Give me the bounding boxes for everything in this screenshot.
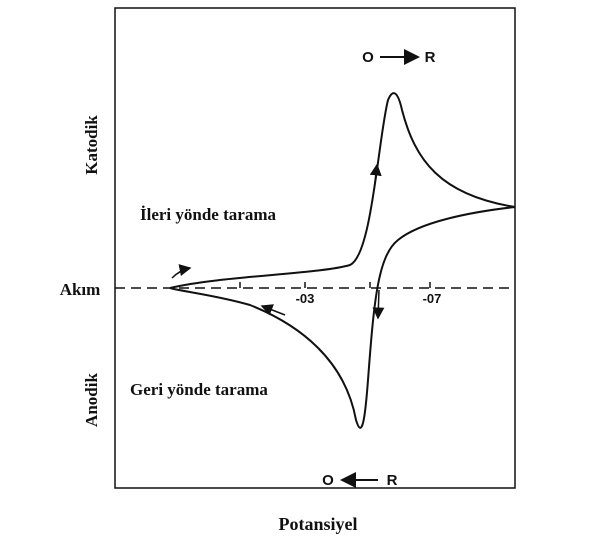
reverse-arrow [260,304,286,316]
reaction-to: R [387,472,398,489]
reverse-label: Geri yönde tarama [130,380,268,399]
x-tick-label: -03 [296,291,315,306]
voltammogram-curve [169,92,516,429]
bottom-label: Anodik [82,373,101,427]
top-label: Katodik [82,115,101,175]
down-arrow [372,289,385,320]
ticks [239,282,431,288]
start-arrow [171,264,192,279]
x-axis-label: Potansiyel [279,514,358,534]
forward-arrow [369,163,382,191]
zero-label: Akım [60,280,101,299]
frame [114,7,516,489]
x-tick-label: -07 [423,291,442,306]
reaction-to: R [425,49,436,66]
reaction-from: O [362,49,374,66]
reaction-from: O [322,472,334,489]
forward-label: İleri yönde tarama [140,205,276,224]
